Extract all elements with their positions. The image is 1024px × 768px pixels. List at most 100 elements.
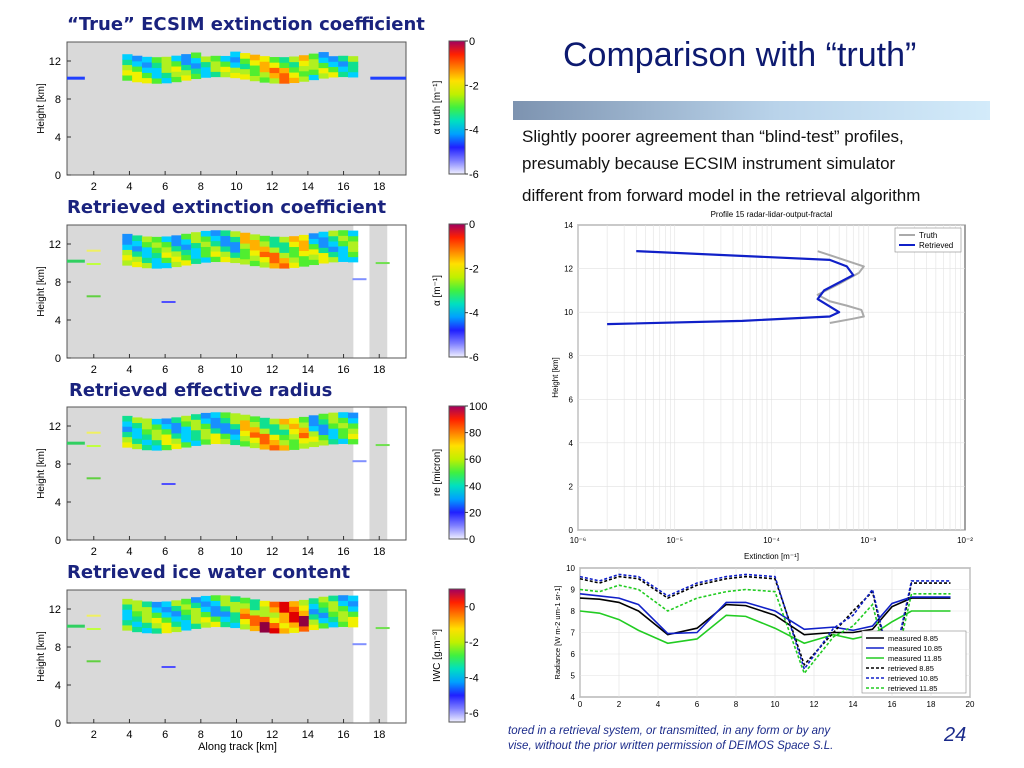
cloud-cell [279,418,290,425]
y-tick-label: 6 [571,650,576,659]
body-text-line-2: presumably because ECSIM instrument simu… [522,154,896,173]
series-line [579,593,951,635]
x-tick-label: 10⁻⁵ [667,536,683,545]
cloud-cell [191,597,202,603]
cloud-cell [210,245,221,252]
cloud-cell [289,56,300,63]
x-tick-label: 2 [91,181,97,193]
cloud-cell [338,235,349,242]
cloud-cell [240,608,251,614]
cloud-cell [200,616,212,623]
cloud-cell [230,56,241,63]
cloud-cell [181,619,192,626]
cloud-cell [122,75,133,81]
x-axis-label: Along track [km] [198,741,277,753]
cloud-cell [338,600,349,607]
cloud-cell [141,241,153,248]
cloud-cell [171,256,182,262]
cloud-cell [269,439,280,446]
y-tick-label: 7 [571,629,576,638]
cloud-cell [352,460,367,463]
cloud-cell [240,425,251,431]
cloud-cell [181,598,192,605]
heatmap-true-extinction: 2 4 6 8 10 12 14 16 18 0 4 8 12 Height [km] 0 -2 -4 -6 α t… [36,36,487,753]
cloud-cell [240,597,251,604]
cloud-cell [132,245,143,252]
cloud-cell [348,438,359,445]
cloud-cell [191,258,202,264]
cloud-cell [181,75,192,81]
colorbar-tick-label: -4 [469,125,479,137]
cloud-cell [308,254,319,260]
cloud-cell [259,77,270,83]
x-tick-label: 18 [373,181,385,193]
cloud-cell [86,477,101,480]
colorbar-tick-label: 20 [469,507,481,519]
cloud-cell [240,237,251,244]
cloud-cell [328,251,339,258]
cloud-cell [308,259,319,266]
cloud-cell [318,617,329,624]
cloud-cell [171,427,182,434]
colorbar-label: α truth [m⁻¹] [432,80,443,134]
cloud-cell [210,230,221,236]
cloud-cell [328,611,339,617]
cloud-cell [298,76,310,82]
x-tick-label: 4 [126,364,132,376]
cloud-cell [141,606,153,613]
colorbar-tick-label: 0 [469,219,475,231]
cloud-cell [249,70,261,76]
cloud-cell [338,595,349,601]
cloud-cell [67,259,85,263]
cloud-cell [318,257,329,264]
cloud-cell [161,423,172,430]
cloud-cell [151,67,162,74]
cloud-cell [298,422,310,428]
cloud-cell [171,600,182,606]
cloud-cell [338,417,349,424]
cloud-cell [348,71,359,78]
cloud-cell [308,64,319,70]
y-axis-label: Height [km] [36,83,47,134]
cloud-cell [161,611,172,618]
cloud-cell [348,61,359,68]
x-axis-label: Extinction [m⁻¹] [744,552,799,561]
cloud-cell [171,71,182,77]
x-tick-label: 2 [91,546,97,558]
cloud-cell [318,596,329,603]
y-tick-label: 4 [569,439,574,448]
cloud-cell [132,605,143,612]
x-tick-label: 10 [230,729,242,741]
cloud-cell [132,71,143,78]
cloud-cell [86,249,101,252]
cloud-cell [161,241,172,248]
cloud-cell [230,413,241,419]
colorbar-tick-label: -6 [469,352,479,364]
y-axis-label: Radiance [W m-2 um-1 sr-1] [553,585,562,679]
cloud-cell [308,624,319,631]
cloud-cell [269,57,280,63]
cloud-cell [132,438,143,444]
colorbar [448,588,466,723]
cloud-cell [328,428,339,434]
cloud-cell [141,77,153,84]
cloud-cell [348,235,359,242]
cloud-cell [289,418,300,424]
cloud-cell [210,422,221,429]
cloud-cell [161,444,172,451]
cloud-cell [132,443,143,450]
colorbar-tick-label: -4 [469,673,479,685]
cloud-cell [298,245,310,251]
x-tick-label: 4 [126,546,132,558]
x-tick-label: 10⁻⁴ [763,536,780,545]
cloud-cell [220,246,231,252]
cloud-cell [240,248,251,255]
cloud-cell [230,246,241,253]
cloud-cell [151,429,162,435]
cloud-cell [122,249,133,256]
x-tick-label: 14 [849,700,858,709]
y-tick-label: 4 [55,132,61,144]
cloud-cell [210,251,221,257]
cloud-cell [348,600,359,607]
cloud-cell [338,240,349,247]
